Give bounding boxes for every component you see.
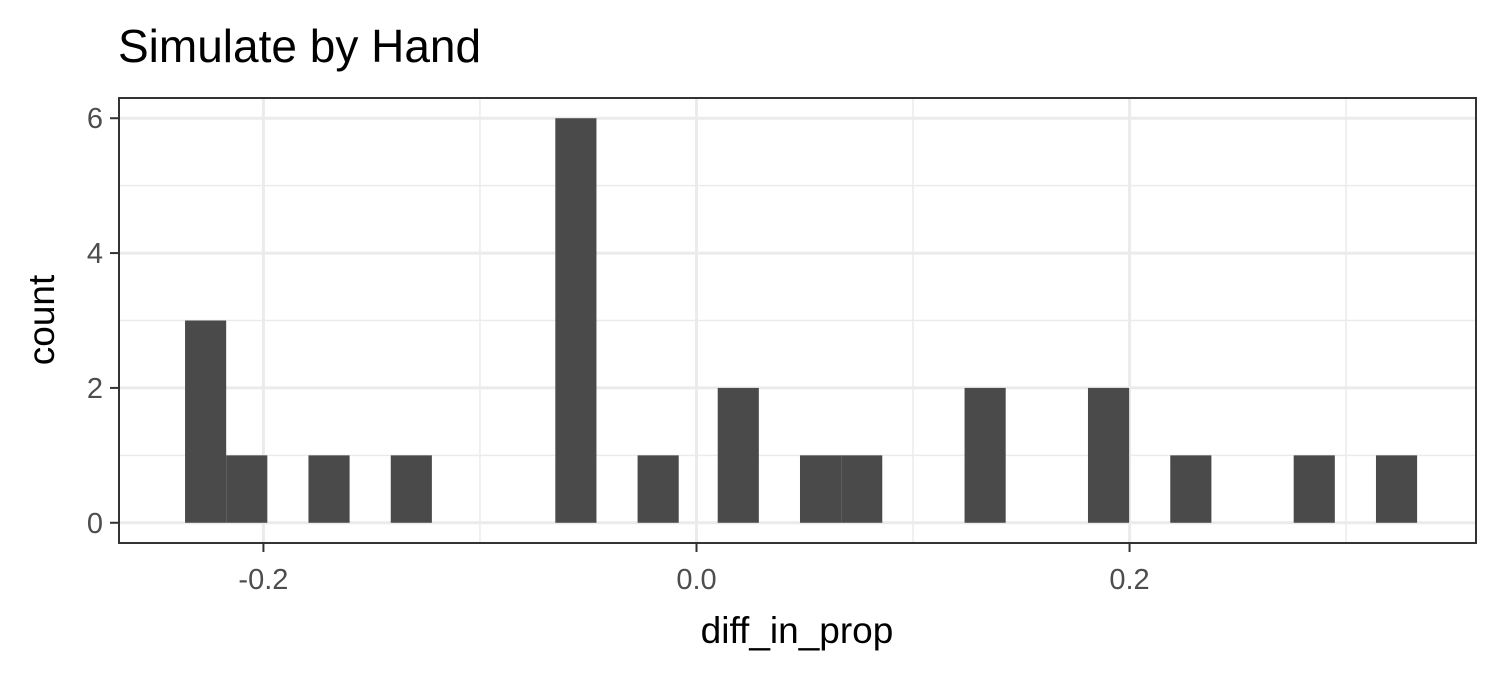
histogram-bar [1375, 455, 1418, 523]
axis-ticks: -0.2 0.0 0.2 0 2 4 6 [87, 103, 1150, 596]
histogram-bar [1293, 455, 1335, 523]
histogram-bar [799, 455, 842, 523]
histogram-bar [1170, 455, 1212, 523]
histogram-bar [308, 455, 350, 523]
y-axis-title: count [21, 274, 62, 365]
y-tick-label: 0 [87, 508, 103, 540]
histogram-bar [1087, 387, 1130, 523]
x-tick-label: 0.2 [1109, 564, 1149, 596]
histogram-bar [964, 387, 1006, 523]
panel-border [118, 97, 1477, 544]
x-tick-label: 0.0 [676, 564, 716, 596]
histogram-bar [555, 118, 597, 523]
histogram-bar [637, 455, 679, 523]
bars [185, 118, 1418, 523]
histogram-bar [841, 455, 883, 523]
y-tick-label: 4 [87, 238, 103, 270]
y-tick-label: 2 [87, 373, 103, 405]
histogram-bar [226, 455, 268, 523]
x-axis-title: diff_in_prop [701, 610, 894, 651]
histogram-bar [185, 320, 227, 523]
histogram-bar [717, 387, 759, 523]
chart-title: Simulate by Hand [118, 20, 481, 72]
x-tick-label: -0.2 [238, 564, 288, 596]
y-tick-label: 6 [87, 103, 103, 135]
grid [119, 98, 1476, 543]
histogram-bar [390, 455, 432, 523]
